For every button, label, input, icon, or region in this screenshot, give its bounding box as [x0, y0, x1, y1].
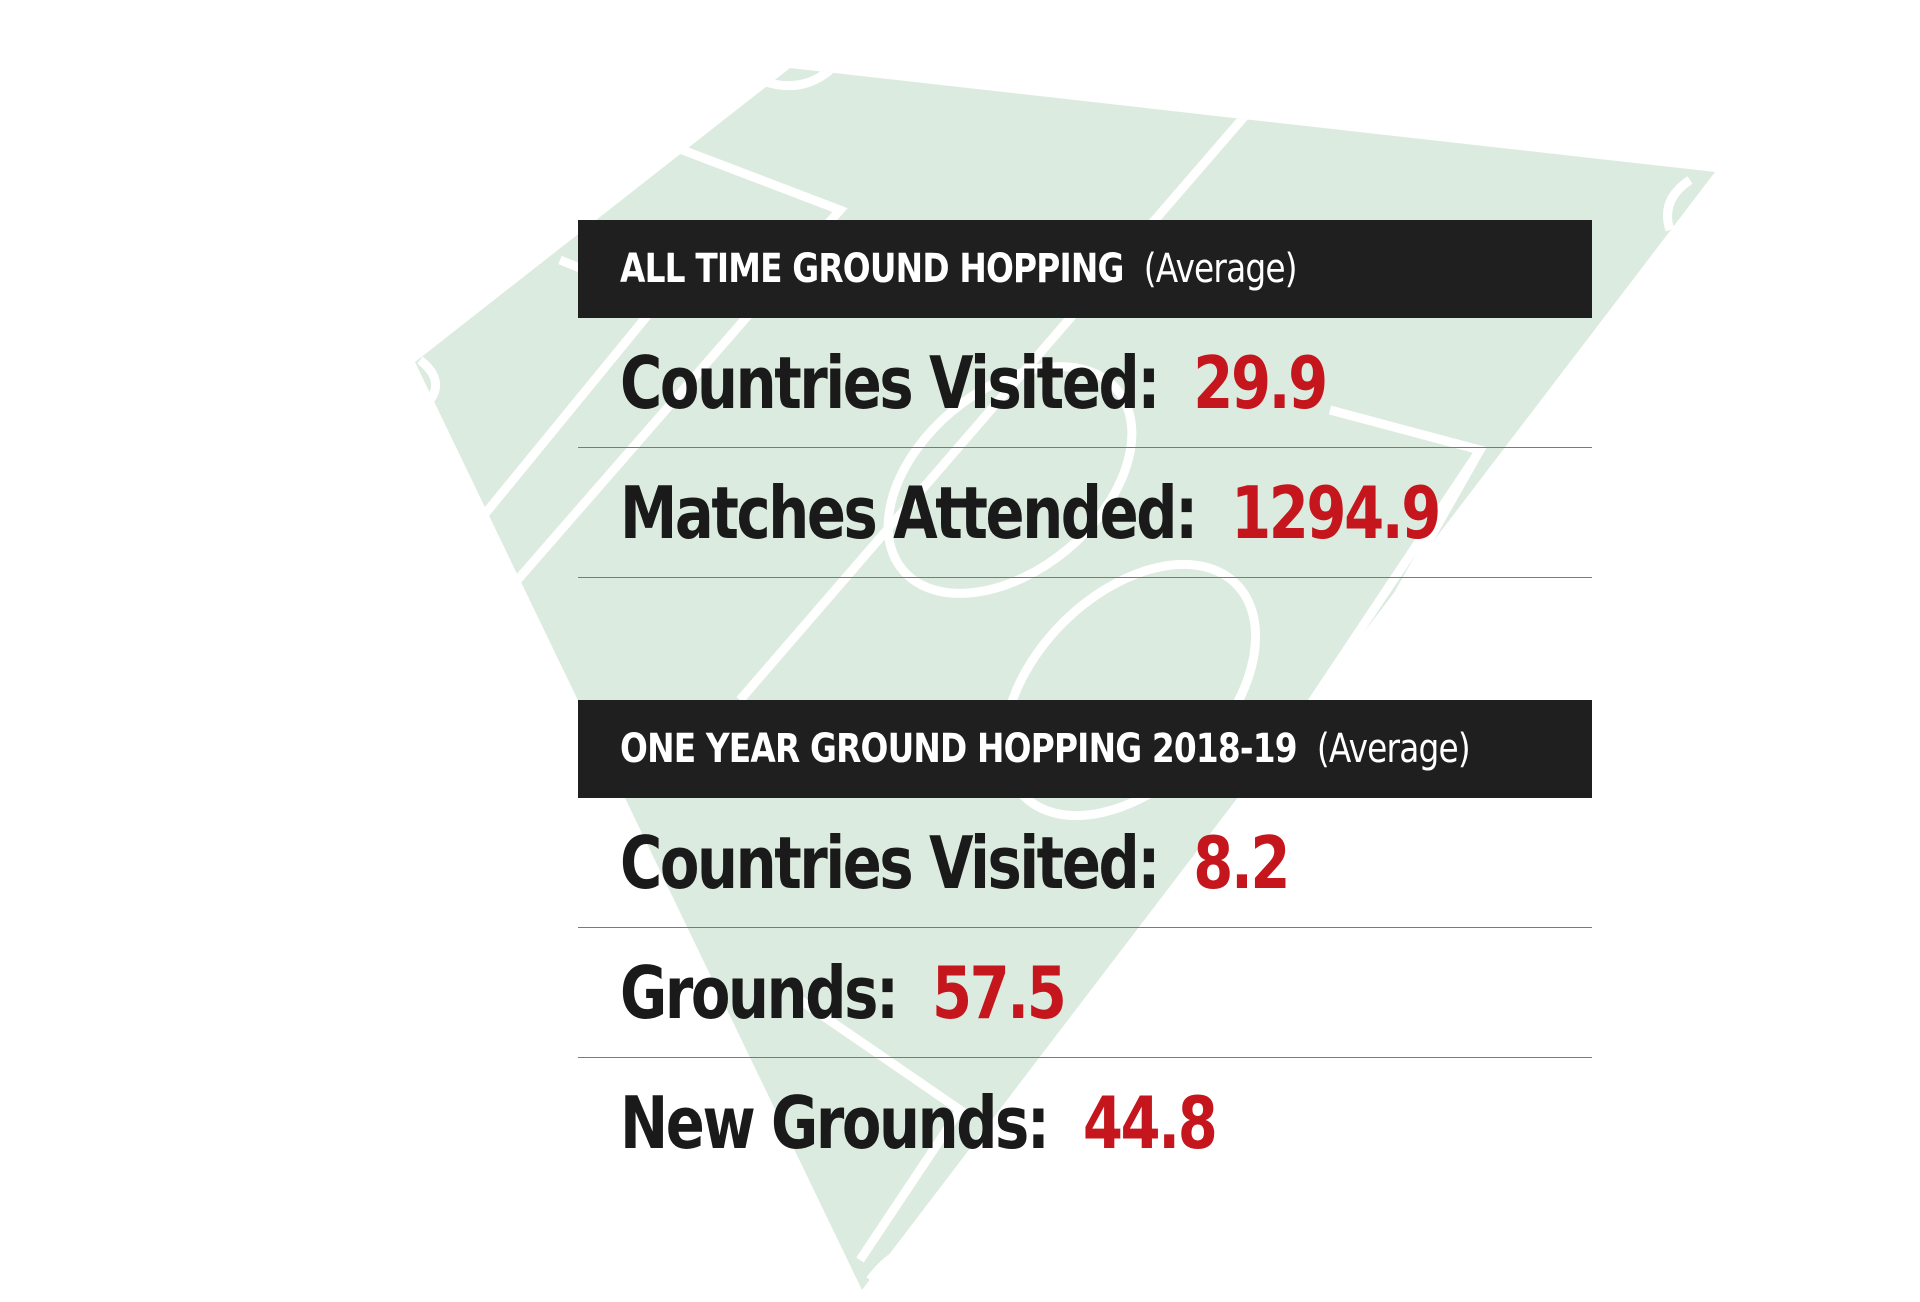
stat-label: Matches Attended:	[620, 470, 1198, 555]
section-title-bar: ALL TIME GROUND HOPPING (Average)	[578, 220, 1592, 318]
stat-row: Countries Visited: 29.9	[578, 318, 1592, 448]
stat-label: Grounds:	[620, 950, 899, 1035]
one-year-section: ONE YEAR GROUND HOPPING 2018-19 (Average…	[578, 700, 1592, 1188]
stat-row: Matches Attended: 1294.9	[578, 448, 1592, 578]
stat-value: 57.5	[914, 950, 1067, 1035]
stat-label: Countries Visited:	[620, 820, 1160, 905]
section-title: ALL TIME GROUND HOPPING (Average)	[620, 246, 1298, 292]
stat-value: 8.2	[1175, 820, 1290, 905]
stat-label: New Grounds:	[620, 1081, 1050, 1165]
stat-row: Countries Visited: 8.2	[578, 798, 1592, 928]
section-title: ONE YEAR GROUND HOPPING 2018-19 (Average…	[620, 726, 1471, 772]
pitch-surface	[415, 68, 1715, 1290]
section-title-main: ALL TIME GROUND HOPPING	[620, 246, 1124, 292]
stat-value: 29.9	[1175, 340, 1328, 425]
stat-label: Countries Visited:	[620, 340, 1160, 425]
stat-value: 44.8	[1065, 1081, 1218, 1165]
section-title-suffix: (Average)	[1307, 726, 1471, 772]
section-title-suffix: (Average)	[1134, 246, 1298, 292]
stat-value: 1294.9	[1213, 470, 1441, 555]
stat-row: New Grounds: 44.8	[578, 1058, 1592, 1188]
all-time-section: ALL TIME GROUND HOPPING (Average) Countr…	[578, 220, 1592, 578]
stat-row: Grounds: 57.5	[578, 928, 1592, 1058]
section-title-bar: ONE YEAR GROUND HOPPING 2018-19 (Average…	[578, 700, 1592, 798]
section-title-main: ONE YEAR GROUND HOPPING 2018-19	[620, 726, 1298, 772]
